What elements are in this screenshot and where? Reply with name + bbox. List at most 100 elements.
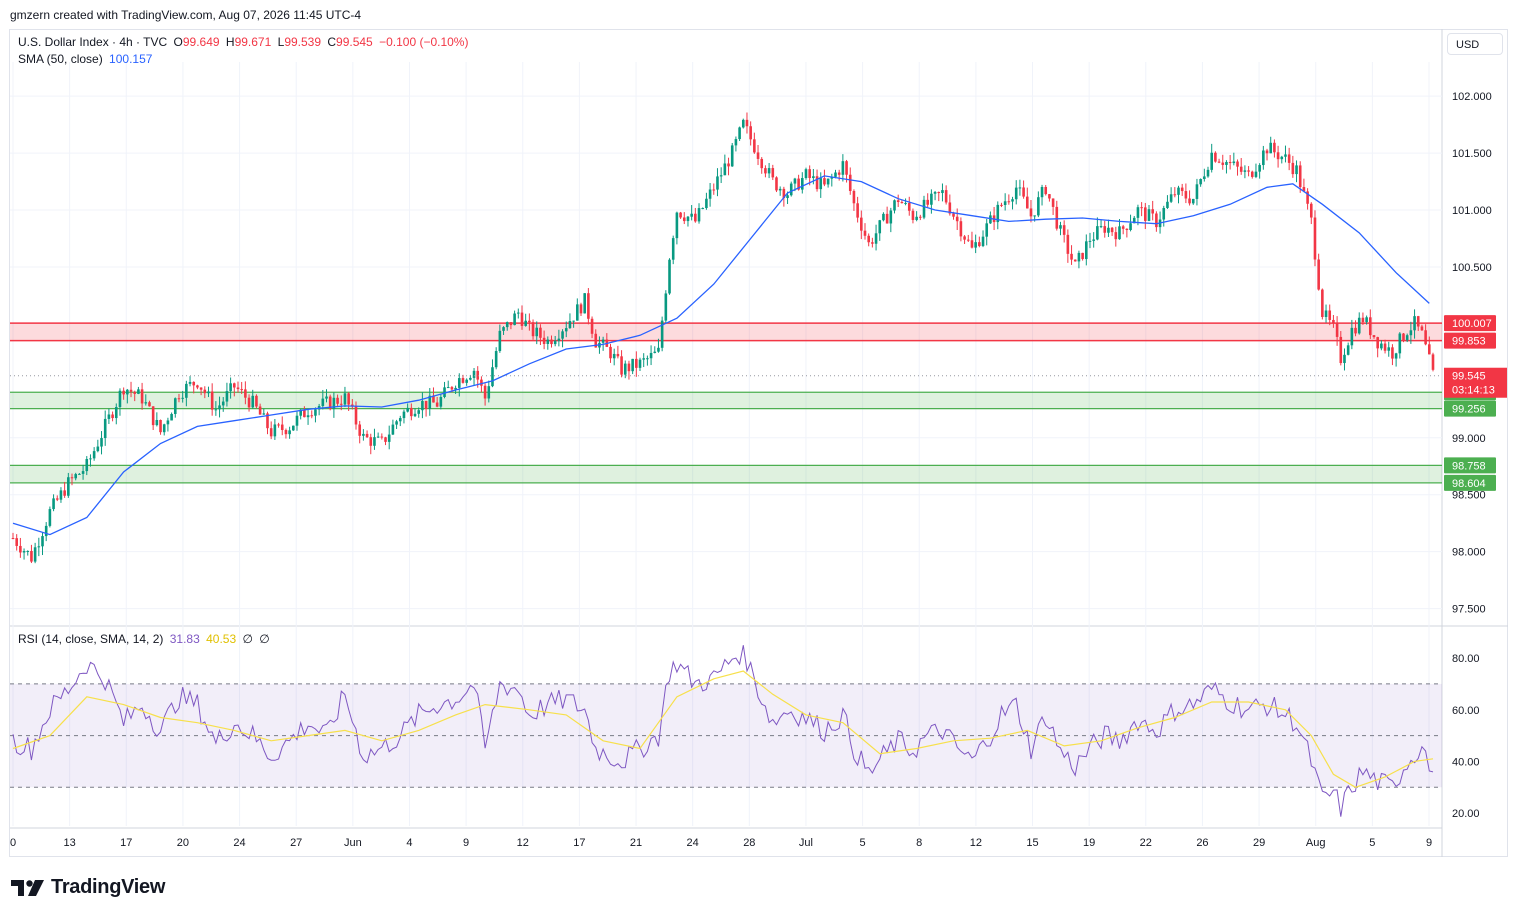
candle-body (1217, 161, 1221, 163)
candle-body (753, 139, 756, 153)
candle-body (1376, 337, 1379, 349)
candle-body (826, 178, 830, 185)
candle-body (1321, 289, 1324, 317)
candle-body (837, 172, 841, 175)
candle-body (1339, 336, 1343, 364)
sma-label[interactable]: SMA (50, close) (18, 52, 103, 66)
candle-body (225, 391, 229, 402)
candle-body (424, 400, 428, 409)
candle-body (137, 389, 140, 394)
candle-body (74, 474, 78, 479)
candle-body (369, 437, 373, 446)
candle-body (266, 413, 269, 429)
candle-body (797, 178, 800, 190)
candle-body (1413, 316, 1416, 331)
candle-body (1206, 169, 1210, 177)
price-tick-label: 100.500 (1452, 262, 1492, 274)
candle-body (1221, 162, 1225, 165)
candle-body (1007, 201, 1011, 203)
candle-body (1195, 184, 1199, 199)
rsi-tick-label: 80.00 (1452, 653, 1480, 665)
candle-body (1088, 240, 1092, 242)
candle-body (904, 202, 907, 204)
candle-body (1428, 344, 1431, 355)
last-price-label: 99.545 (1452, 371, 1486, 383)
candle-body (1387, 347, 1391, 351)
candle-body (487, 386, 491, 399)
sma-line (10, 175, 1442, 536)
candle-body (1118, 226, 1121, 240)
time-tick-label: 0 (10, 837, 16, 849)
candle-body (1066, 234, 1070, 254)
candle-body (11, 538, 15, 540)
candle-body (793, 178, 797, 184)
candle-body (675, 212, 679, 239)
candle-body (1269, 142, 1273, 154)
candle-body (162, 424, 166, 433)
time-tick-label: 22 (1140, 837, 1152, 849)
candle-body (502, 327, 505, 331)
candle-body (1096, 226, 1099, 240)
candle-body (594, 333, 598, 348)
candle-body (1298, 165, 1302, 188)
candle-body (834, 172, 837, 177)
candle-body (236, 387, 240, 390)
candle-body (218, 405, 221, 410)
attribution: gmzern created with TradingView.com, Aug… (10, 8, 362, 22)
candle-body (114, 407, 118, 419)
candle-body (642, 358, 646, 360)
candle-body (328, 396, 332, 410)
candle-body (856, 203, 859, 218)
candle-body (299, 409, 302, 416)
candle-body (1287, 154, 1291, 163)
rsi-tick-label: 60.00 (1452, 705, 1480, 717)
candle-body (70, 477, 74, 479)
time-tick-label: 12 (517, 837, 529, 849)
high-value: 99.671 (234, 35, 272, 49)
candle-body (472, 370, 476, 378)
candle-body (863, 230, 867, 236)
candle-body (1372, 335, 1376, 338)
candle-body (978, 242, 981, 247)
candle-body (852, 190, 856, 204)
candle-body (900, 202, 904, 204)
candle-body (1199, 179, 1202, 185)
candle-body (118, 390, 122, 408)
candle-body (583, 293, 586, 314)
time-tick-label: 26 (1196, 837, 1208, 849)
candle-body (804, 169, 808, 179)
candle-body (1018, 187, 1022, 189)
time-tick-label: 13 (64, 837, 76, 849)
candle-body (638, 359, 642, 368)
symbol-title[interactable]: U.S. Dollar Index · 4h · TVC (18, 35, 168, 49)
candle-body (387, 434, 391, 442)
candle-body (1350, 327, 1354, 346)
candle-body (306, 415, 310, 418)
candle-body (1121, 226, 1125, 229)
candle-body (1022, 187, 1025, 197)
support-zone (10, 392, 1442, 409)
candle-body (830, 176, 834, 179)
candle-body (1409, 330, 1413, 336)
price-tick-label: 99.000 (1452, 433, 1486, 445)
candle-body (520, 312, 524, 326)
support-price-tag (1444, 400, 1496, 417)
candle-body (893, 200, 896, 211)
candle-body (919, 216, 922, 218)
rsi-label[interactable]: RSI (14, close, SMA, 14, 2) (18, 632, 164, 646)
candle-body (22, 551, 26, 553)
candle-body (273, 424, 277, 437)
open-label: O (173, 35, 183, 49)
candle-body (907, 202, 911, 211)
support-price-label: 99.256 (1452, 404, 1486, 416)
candle-body (332, 397, 336, 410)
candle-body (1365, 317, 1368, 323)
candle-body (247, 397, 251, 408)
candle-body (941, 190, 944, 194)
time-tick-label: 15 (1026, 837, 1038, 849)
candle-body (78, 473, 81, 475)
candle-body (1162, 207, 1166, 220)
currency-button[interactable]: USD (1447, 33, 1503, 55)
candle-body (1044, 186, 1048, 195)
